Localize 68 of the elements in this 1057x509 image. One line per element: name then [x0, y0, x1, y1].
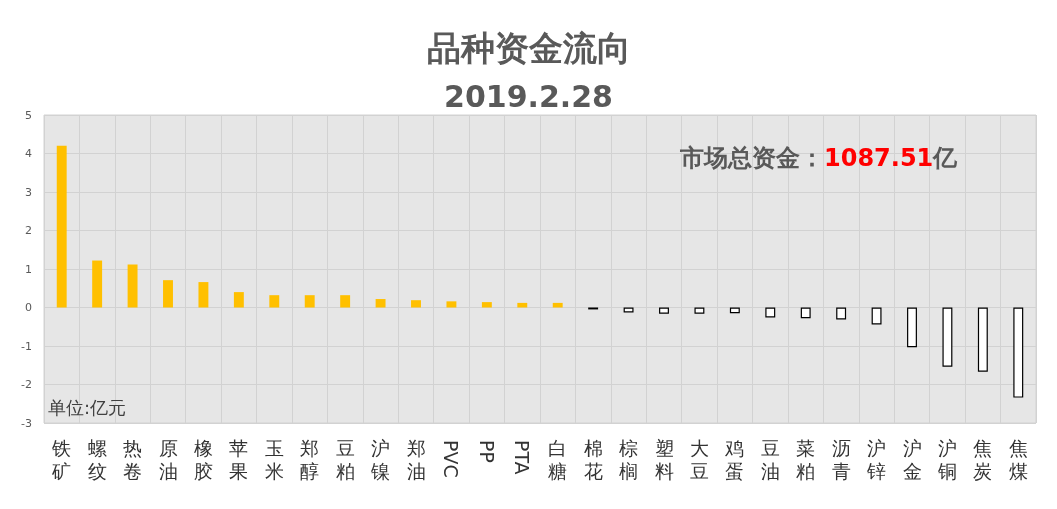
x-tick-label: 螺纹: [87, 437, 108, 483]
y-tick-label: 2: [25, 224, 32, 237]
bar: [411, 300, 421, 308]
bar: [836, 307, 847, 320]
bar: [198, 282, 209, 308]
x-tick-label: 棉花: [583, 437, 604, 483]
annotation: 市场总资金：1087.51亿: [680, 143, 958, 174]
bar: [907, 307, 917, 348]
chart-subtitle: 2019.2.28: [444, 78, 613, 114]
bar: [1013, 307, 1024, 398]
y-tick-label: 0: [25, 301, 32, 314]
x-tick-label: 橡胶: [193, 437, 214, 483]
bar: [800, 307, 811, 319]
annotation: 单位:亿元: [48, 396, 127, 420]
bar: [375, 299, 386, 308]
bar: [481, 302, 492, 308]
x-tick-label: 沥青: [831, 437, 852, 483]
bar: [127, 264, 138, 308]
bar: [942, 307, 953, 367]
y-tick-label: 4: [25, 147, 32, 160]
chart-title: 品种资金流向: [426, 28, 631, 68]
x-tick-label: 鸡蛋: [724, 437, 745, 483]
bar: [729, 307, 740, 314]
bar: [623, 307, 634, 313]
x-tick-label: 焦炭: [972, 437, 993, 483]
x-tick-label: 郑醇: [299, 437, 320, 483]
x-tick-label: 大豆: [689, 437, 710, 483]
y-tick-label: -3: [21, 416, 32, 430]
x-tick-label: 豆油: [760, 437, 781, 483]
y-tick-label: -1: [21, 339, 32, 353]
x-tick-label: 棕榈: [618, 437, 639, 483]
bar: [340, 295, 351, 308]
x-tick-label: 苹果: [228, 437, 249, 483]
x-tick-label: 原油: [158, 437, 178, 483]
x-tick-label: 沪金: [902, 437, 922, 483]
x-tick-label: PVC: [440, 440, 463, 478]
y-tick-label: 3: [25, 185, 32, 199]
bar: [765, 307, 776, 318]
bar: [304, 295, 315, 308]
bar: [871, 307, 882, 325]
x-tick-label: 热卷: [122, 437, 143, 483]
x-tick-label: PTA: [511, 440, 534, 475]
bar: [163, 280, 173, 308]
x-tick-label: 玉米: [264, 437, 285, 483]
x-tick-label: 白糖: [547, 437, 568, 483]
bar: [56, 145, 67, 308]
x-tick-label: 塑料: [654, 437, 674, 483]
bar: [552, 302, 563, 308]
x-tick-label: 铁矿: [51, 437, 72, 483]
x-tick-label: 豆粕: [335, 437, 356, 483]
bar: [659, 307, 669, 314]
y-tick-label: -2: [21, 378, 32, 391]
bar: [269, 295, 280, 308]
x-tick-label: 菜粕: [795, 437, 816, 483]
bar: [977, 307, 988, 372]
y-tick-label: 5: [25, 108, 32, 122]
bar: [517, 302, 528, 308]
x-tick-label: 沪锌: [866, 437, 887, 483]
x-tick-label: 沪镍: [370, 437, 391, 483]
x-tick-label: 焦煤: [1008, 437, 1029, 483]
bar: [92, 260, 103, 308]
bar: [694, 307, 705, 314]
y-tick-label: 1: [25, 262, 32, 276]
x-tick-label: 郑油: [406, 437, 426, 483]
x-tick-label: PP: [475, 440, 498, 463]
bar: [446, 301, 457, 308]
bar: [233, 292, 244, 308]
x-tick-label: 沪铜: [937, 437, 958, 483]
